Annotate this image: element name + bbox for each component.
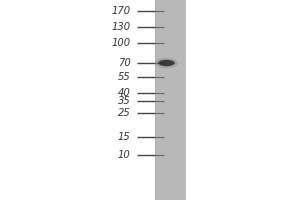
Ellipse shape: [155, 58, 178, 68]
Text: 40: 40: [118, 88, 130, 98]
Text: 70: 70: [118, 58, 130, 68]
Ellipse shape: [158, 60, 175, 66]
Text: 170: 170: [111, 6, 130, 16]
Text: 100: 100: [111, 38, 130, 48]
Text: 55: 55: [118, 72, 130, 82]
Text: 10: 10: [118, 150, 130, 160]
Bar: [154, 0, 186, 200]
Text: 35: 35: [118, 96, 130, 106]
Text: 25: 25: [118, 108, 130, 118]
Text: 15: 15: [118, 132, 130, 142]
Text: 130: 130: [111, 22, 130, 32]
